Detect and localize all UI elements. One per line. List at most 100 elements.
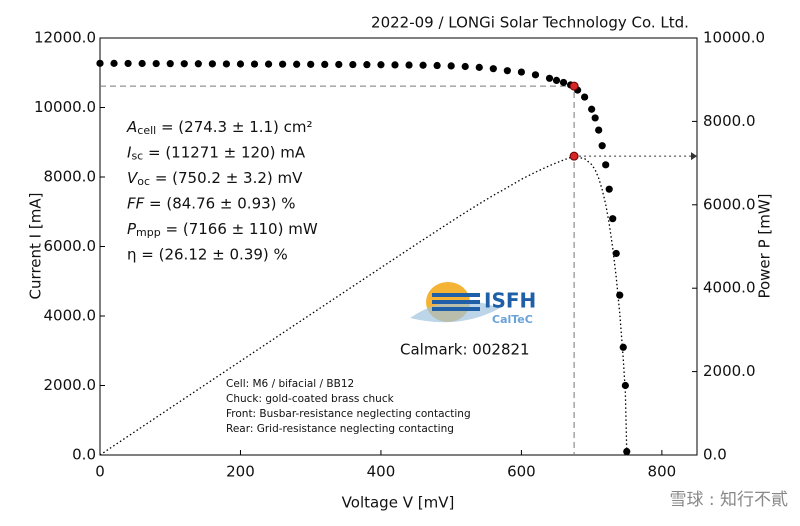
current-point <box>222 60 231 68</box>
current-point <box>236 60 245 68</box>
current-point <box>447 62 455 70</box>
logo-bar <box>432 293 480 297</box>
current-point <box>612 249 620 258</box>
current-point <box>166 60 174 68</box>
x-axis-label: Voltage V [mV] <box>342 494 455 512</box>
parameter-text: = (84.76 ± 0.93) % <box>144 194 295 212</box>
current-point <box>180 60 188 68</box>
note: Chuck: gold-coated brass chuck <box>226 393 395 405</box>
current-point <box>605 185 613 193</box>
power-line <box>99 155 628 456</box>
y2-axis-label: Power P [mW] <box>756 193 774 298</box>
y2-tick-label: 8000.0 <box>703 112 756 130</box>
parameter-symbol: FF <box>127 194 145 212</box>
x-tick-label: 800 <box>648 463 677 481</box>
current-point <box>307 60 315 68</box>
x-tick-label: 0 <box>95 463 105 481</box>
current-point <box>433 61 441 70</box>
current-point <box>250 60 259 68</box>
parameter-subscript: oc <box>137 175 150 188</box>
current-point <box>194 60 202 68</box>
current-point <box>152 59 160 68</box>
current-point <box>489 65 497 73</box>
y2-tick-label: 2000.0 <box>703 362 756 380</box>
parameter: FF = (84.76 ± 0.93) % <box>127 194 296 212</box>
logo: ISFH CalTeC <box>410 282 536 326</box>
current-point <box>545 74 554 82</box>
y2-tick-label: 0.0 <box>703 446 727 464</box>
parameter-text: = (26.12 ± 0.39) % <box>137 245 288 263</box>
parameter-subscript: mpp <box>136 226 161 239</box>
current-point <box>419 61 427 69</box>
current-point <box>503 67 511 75</box>
current-point <box>581 93 589 101</box>
current-point <box>349 60 357 69</box>
current-point <box>279 60 287 68</box>
current-point <box>335 60 343 69</box>
y2-tick-label: 6000.0 <box>703 195 756 213</box>
current-point <box>531 71 540 79</box>
current-point <box>588 105 596 113</box>
y-tick-label: 8000.0 <box>44 168 97 186</box>
note: Front: Busbar-resistance neglecting cont… <box>226 408 471 420</box>
current-point <box>391 61 399 69</box>
y-tick-label: 10000.0 <box>34 98 96 116</box>
current-point <box>475 63 483 71</box>
y-tick-label: 4000.0 <box>44 307 97 325</box>
current-point <box>138 59 146 68</box>
parameter-symbol: η <box>127 245 137 263</box>
calmark: Calmark: 002821 <box>400 341 530 359</box>
mpp-current-point <box>569 81 579 91</box>
logo-bar <box>432 300 480 304</box>
current-point <box>293 60 301 68</box>
logo-sub: CalTeC <box>492 313 533 326</box>
parameter-subscript: sc <box>131 150 143 163</box>
current-point <box>609 215 617 223</box>
current-point <box>124 59 132 68</box>
mpp-power-point <box>569 151 579 161</box>
current-point <box>461 62 469 71</box>
current-point <box>559 78 568 87</box>
parameter: η = (26.12 ± 0.39) % <box>127 245 288 263</box>
current-point <box>377 61 385 69</box>
x-tick-label: 400 <box>367 463 396 481</box>
current-point <box>363 61 371 69</box>
parameter-symbol: I <box>127 143 132 161</box>
parameter-text: = (11271 ± 120) mA <box>143 143 306 161</box>
parameter: Pmpp = (7166 ± 110) mW <box>127 220 318 240</box>
current-point <box>552 76 561 84</box>
logo-name: ISFH <box>484 289 536 313</box>
y-axis-label: Current I [mA] <box>27 193 45 300</box>
y-tick-label: 2000.0 <box>44 376 97 394</box>
current-point <box>619 343 627 351</box>
y2-tick-label: 4000.0 <box>703 279 756 297</box>
current-point <box>591 114 599 122</box>
parameter-text: = (750.2 ± 3.2) mV <box>150 169 303 187</box>
mpp-arrow <box>691 152 697 161</box>
parameter-symbol: V <box>127 169 139 187</box>
current-point <box>405 61 413 69</box>
y-tick-label: 6000.0 <box>44 237 97 255</box>
parameter-symbol: P <box>127 220 137 238</box>
current-point <box>595 126 603 134</box>
current-point <box>208 60 216 68</box>
parameter-subscript: cell <box>137 124 156 137</box>
y2-tick-label: 10000.0 <box>703 29 765 47</box>
logo-bar <box>432 307 480 311</box>
current-point <box>96 59 104 67</box>
current-point <box>517 68 526 76</box>
logo-swoosh <box>410 300 500 323</box>
current-point <box>621 381 629 390</box>
current-point <box>321 60 329 69</box>
y-tick-label: 0.0 <box>72 446 96 464</box>
y-tick-label: 12000.0 <box>34 29 96 47</box>
current-point <box>602 161 610 169</box>
parameter: Voc = (750.2 ± 3.2) mV <box>127 169 303 189</box>
watermark: 雪球 : 知行不貳 <box>669 490 788 510</box>
parameter-text: = (7166 ± 110) mW <box>161 220 318 238</box>
note: Cell: M6 / bifacial / BB12 <box>226 378 354 390</box>
x-tick-label: 600 <box>507 463 536 481</box>
parameter: Isc = (11271 ± 120) mA <box>127 143 306 163</box>
current-point <box>264 60 273 68</box>
